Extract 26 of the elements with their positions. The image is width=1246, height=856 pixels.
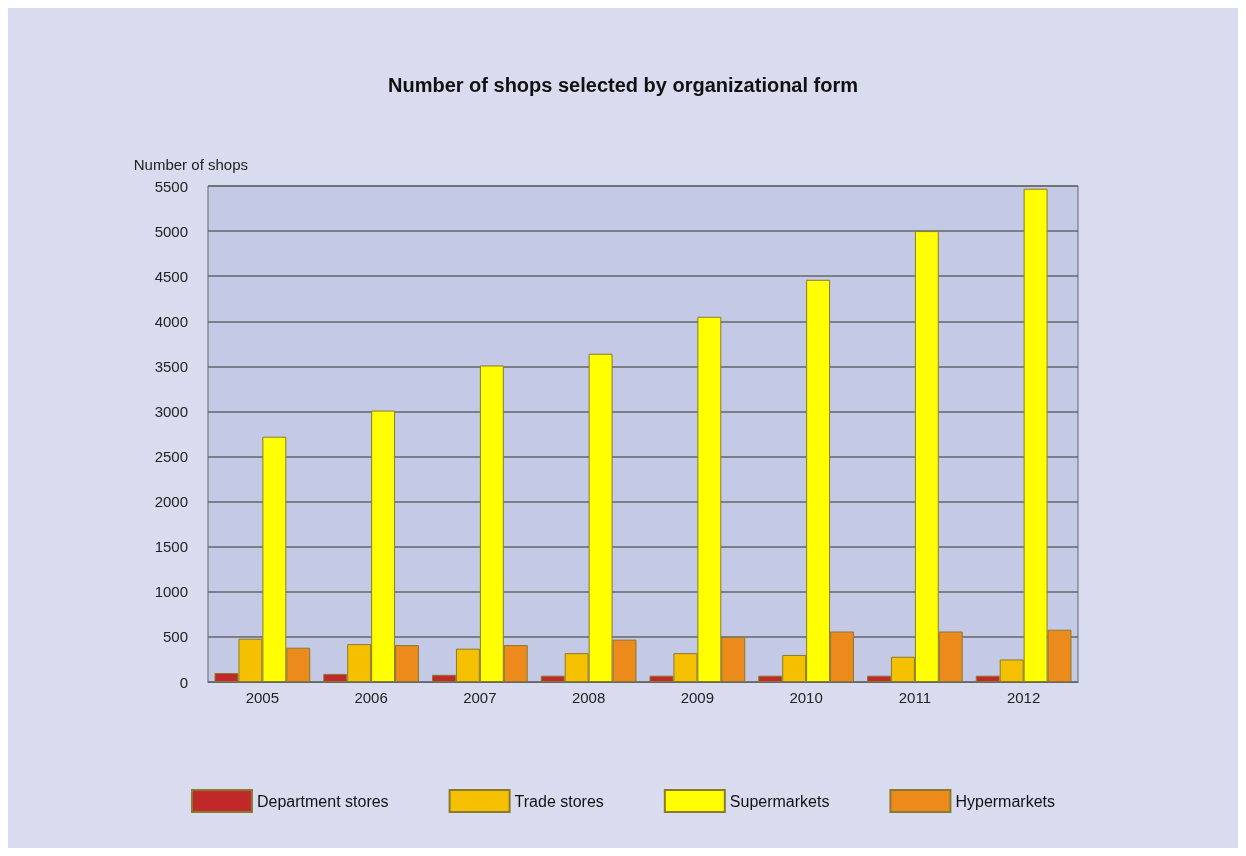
legend-label: Hypermarkets — [955, 792, 1055, 810]
y-tick-label: 3000 — [154, 402, 188, 420]
legend-label: Trade stores — [514, 792, 604, 810]
x-tick-label: 2005 — [245, 689, 280, 706]
x-tick-label: 2009 — [680, 689, 715, 706]
x-tick-label: 2007 — [463, 689, 497, 706]
x-tick-label: 2010 — [789, 689, 823, 706]
y-axis-title: Number of shops — [133, 156, 248, 173]
x-tick-label: 2011 — [898, 689, 932, 706]
y-tick-label: 500 — [162, 628, 188, 646]
x-tick-label: 2008 — [571, 689, 606, 706]
y-tick-label: 2500 — [154, 448, 188, 466]
y-tick-label: 1500 — [154, 538, 188, 556]
y-tick-label: 3500 — [154, 357, 188, 375]
y-tick-label: 0 — [179, 673, 188, 691]
y-tick-label: 4000 — [154, 312, 188, 330]
y-tick-label: 5500 — [154, 177, 188, 195]
x-tick-label: 2006 — [354, 689, 388, 706]
legend-label: Supermarkets — [729, 792, 830, 810]
x-tick-label: 2012 — [1006, 689, 1041, 706]
chart-title: Number of shops selected by organizational form — [387, 74, 859, 96]
y-tick-label: 5000 — [154, 222, 188, 240]
y-tick-label: 2000 — [154, 493, 188, 511]
y-tick-label: 4500 — [154, 267, 188, 285]
legend-label: Department stores — [257, 792, 389, 810]
y-tick-label: 1000 — [154, 583, 188, 601]
